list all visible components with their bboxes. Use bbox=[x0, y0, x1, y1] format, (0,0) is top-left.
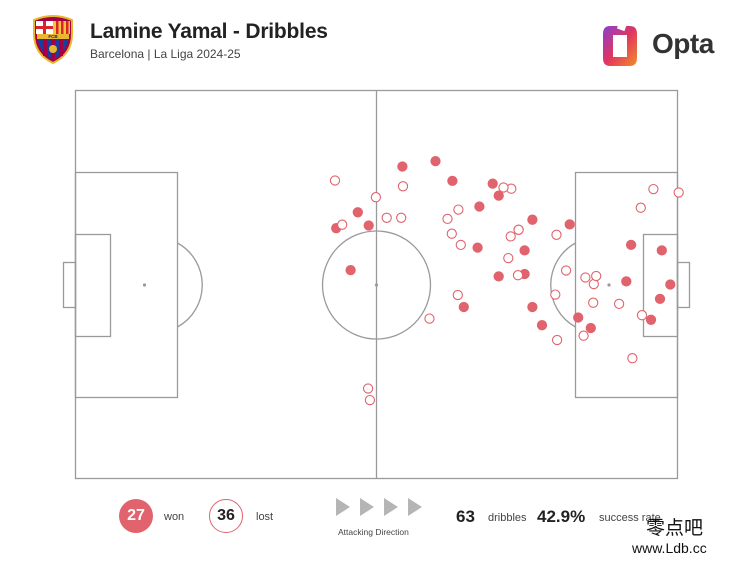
dribble-point-won-25 bbox=[625, 239, 637, 251]
right-penalty-arc bbox=[550, 242, 576, 328]
dribble-point-lost-24 bbox=[452, 289, 463, 301]
chart-title: Lamine Yamal - Dribbles bbox=[90, 20, 328, 43]
header: FCB Lamine Yamal - Dribbles Barcelona | … bbox=[0, 0, 750, 80]
watermark-url: www.Ldb.cc bbox=[632, 540, 707, 556]
dribble-point-lost-11 bbox=[551, 229, 562, 240]
centre-spot bbox=[374, 283, 379, 287]
dribble-point-lost-33 bbox=[636, 310, 648, 321]
dribbles-label: dribbles bbox=[488, 512, 527, 524]
dribble-point-won-17 bbox=[472, 242, 483, 253]
dribble-point-lost-28 bbox=[446, 228, 457, 239]
right-goal bbox=[676, 261, 691, 309]
dribble-point-lost-2 bbox=[364, 394, 376, 406]
dribble-point-lost-3 bbox=[578, 330, 589, 341]
dribble-point-lost-19 bbox=[560, 265, 572, 276]
dribble-point-won-9 bbox=[345, 264, 356, 276]
watermark-chinese: 零点吧 bbox=[646, 517, 704, 539]
dribble-point-won-20 bbox=[564, 219, 575, 230]
dribble-point-won-6 bbox=[447, 175, 458, 187]
dribble-point-won-13 bbox=[493, 271, 504, 282]
centre-circle bbox=[321, 230, 432, 340]
dribble-point-lost-21 bbox=[513, 224, 524, 235]
dribble-point-lost-17 bbox=[588, 297, 599, 308]
dribble-point-lost-25 bbox=[503, 252, 514, 264]
dribble-point-lost-20 bbox=[580, 272, 591, 283]
dribbles-count: 63 bbox=[456, 507, 475, 526]
barcelona-crest-icon: FCB bbox=[33, 15, 73, 64]
dribble-point-lost-34 bbox=[635, 202, 646, 213]
dribble-point-lost-32 bbox=[498, 182, 509, 193]
dribble-point-won-2 bbox=[474, 201, 485, 212]
dribble-point-lost-35 bbox=[648, 183, 659, 195]
success-rate-value: 42.9% bbox=[537, 507, 586, 526]
opta-logo-icon bbox=[603, 22, 637, 66]
dribble-point-won-18 bbox=[527, 301, 538, 313]
dribble-point-won-1 bbox=[487, 178, 498, 189]
chart-subtitle: Barcelona | La Liga 2024-25 bbox=[90, 47, 241, 61]
dribble-point-won-3 bbox=[493, 190, 504, 201]
dribble-point-lost-1 bbox=[362, 383, 374, 394]
won-label: won bbox=[164, 511, 185, 523]
footer-legend: 27 won 36 lost Attacking Direction 63 dr… bbox=[0, 495, 750, 555]
dribble-point-lost-36 bbox=[673, 187, 684, 198]
dribble-points bbox=[329, 155, 684, 406]
dribble-point-lost-30 bbox=[453, 204, 464, 215]
dribble-point-won-22 bbox=[536, 320, 548, 331]
dribble-point-won-27 bbox=[645, 314, 657, 325]
dribble-point-won-12 bbox=[654, 293, 666, 305]
attacking-direction-arrows-icon bbox=[336, 498, 422, 516]
dribble-point-won-21 bbox=[573, 312, 584, 323]
dribble-point-lost-6 bbox=[381, 212, 392, 223]
dribble-point-won-7 bbox=[363, 220, 374, 231]
dribble-point-lost-7 bbox=[370, 192, 382, 203]
dribble-point-won-23 bbox=[621, 276, 632, 287]
dribble-point-lost-18 bbox=[550, 289, 561, 300]
lost-label: lost bbox=[256, 511, 274, 523]
dribble-point-lost-13 bbox=[551, 334, 563, 346]
dribble-point-lost-22 bbox=[512, 270, 524, 281]
dribble-point-won-5 bbox=[397, 161, 408, 172]
dribble-point-lost-26 bbox=[424, 313, 435, 324]
left-penalty-spot bbox=[142, 283, 147, 287]
dribble-point-lost-10 bbox=[329, 175, 341, 186]
right-penalty-spot bbox=[607, 283, 611, 287]
left-penalty-area bbox=[74, 171, 179, 399]
dribble-point-lost-29 bbox=[442, 213, 453, 225]
lost-count-badge: 36 bbox=[209, 499, 243, 533]
dribble-point-won-10 bbox=[352, 207, 363, 218]
dribble-point-lost-9 bbox=[397, 181, 409, 192]
attacking-direction-label: Attacking Direction bbox=[338, 527, 409, 537]
success-rate-label: success rate bbox=[599, 512, 661, 524]
dribble-point-won-4 bbox=[430, 155, 441, 167]
svg-text:FCB: FCB bbox=[48, 34, 58, 39]
dribble-point-won-16 bbox=[458, 301, 469, 313]
dribble-point-lost-5 bbox=[337, 219, 348, 230]
left-penalty-arc bbox=[177, 242, 203, 328]
dribble-point-won-11 bbox=[585, 322, 596, 334]
left-goal bbox=[62, 261, 77, 309]
dribble-point-won-15 bbox=[519, 245, 530, 256]
dribble-point-won-24 bbox=[665, 279, 676, 290]
won-count-badge: 27 bbox=[119, 499, 153, 533]
dribble-point-won-26 bbox=[656, 245, 667, 256]
left-six-yard-box bbox=[74, 233, 112, 338]
dribble-point-lost-16 bbox=[591, 270, 602, 282]
dribble-point-lost-14 bbox=[613, 298, 625, 310]
dribble-point-lost-8 bbox=[396, 212, 407, 223]
dribble-point-lost-4 bbox=[627, 353, 638, 364]
dribble-point-lost-23 bbox=[505, 231, 516, 242]
opta-brand: Opta bbox=[652, 28, 714, 59]
dribble-point-lost-27 bbox=[455, 239, 466, 251]
dribble-point-won-19 bbox=[527, 214, 538, 225]
